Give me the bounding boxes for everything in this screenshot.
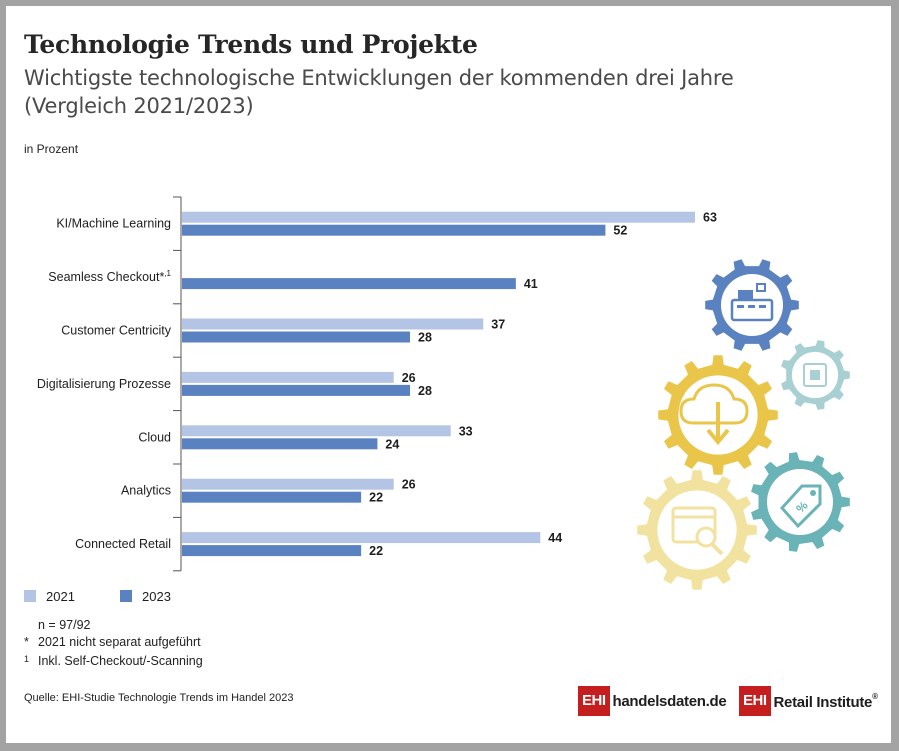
footnote-sample-size: n = 97/92 [38, 618, 91, 632]
cloud-download-icon [679, 383, 749, 425]
cash-register-key [748, 305, 755, 308]
price-tag-hole [810, 490, 816, 496]
legend-item-2023: 2023 [120, 589, 171, 604]
logo-retail-institute-text: Retail Institute® [773, 691, 878, 711]
bar-2023 [182, 278, 516, 290]
bar-2023 [182, 224, 606, 236]
bar-2023 [182, 438, 378, 450]
data-label-2021: 33 [459, 424, 473, 438]
bar-2023 [182, 491, 362, 503]
gear-teal: % [751, 452, 850, 552]
gear-teal-light [781, 340, 850, 410]
magnifier-handle [710, 542, 724, 556]
category-label: Customer Centricity [61, 324, 171, 338]
data-label-2021: 63 [703, 211, 717, 225]
bar-2021 [182, 211, 695, 223]
price-tag-icon [779, 484, 822, 529]
gear-blue [705, 259, 799, 351]
gear-pale-yellow [637, 470, 757, 590]
footnote-asterisk: * 2021 nicht separat aufgeführt [24, 635, 201, 649]
chart-title: Technologie Trends und Projekte [24, 30, 478, 59]
legend-swatch-2023 [120, 590, 132, 602]
cash-register-key [737, 305, 744, 308]
cash-register-icon [730, 298, 774, 322]
chart-subtitle: Wichtigste technologische Entwicklungen … [24, 66, 734, 118]
data-label-2023: 52 [613, 224, 627, 238]
data-label-2023: 28 [418, 331, 432, 345]
magnifier-lens [695, 526, 717, 548]
category-label: KI/Machine Learning [56, 217, 171, 231]
logo-retail-institute-mark: EHI [739, 686, 771, 716]
bar-2021 [182, 532, 541, 544]
unit-label: in Prozent [24, 142, 79, 156]
bar-2021 [182, 425, 451, 437]
category-label: Analytics [121, 484, 171, 498]
data-label-2021: 37 [491, 318, 505, 332]
legend-label-2023: 2023 [142, 589, 171, 604]
bar-2021 [182, 371, 394, 383]
bar-2023 [182, 384, 410, 396]
gear-yellow [658, 355, 778, 475]
data-label-2021: 26 [402, 371, 416, 385]
data-label-2021: 26 [402, 478, 416, 492]
gear-pale-yellow-hub [657, 490, 737, 570]
category-label: Digitalisierung Prozesse [37, 377, 171, 391]
data-label-2023: 22 [369, 544, 383, 558]
bar-2021 [182, 478, 394, 490]
legend-item-2021: 2021 [24, 589, 75, 604]
bar-2023 [182, 331, 410, 343]
data-label-2023: 28 [418, 384, 432, 398]
category-label: Cloud [138, 430, 171, 444]
data-label-2023: 24 [385, 437, 399, 451]
chip-core [810, 370, 820, 380]
logo-retail-institute: EHI Retail Institute® [739, 684, 878, 718]
data-label-2023: 22 [369, 491, 383, 505]
category-label: Connected Retail [75, 537, 171, 551]
cash-register-receipt [756, 283, 766, 292]
bar-2021 [182, 318, 484, 330]
logo-handelsdaten: EHI handelsdaten.de [578, 684, 727, 718]
data-label-2023: 41 [524, 277, 538, 291]
logo-handelsdaten-mark: EHI [578, 686, 610, 716]
cash-register-key [759, 305, 766, 308]
source-note: Quelle: EHI-Studie Technologie Trends im… [24, 692, 294, 704]
bar-2023 [182, 545, 362, 557]
cash-register-display [738, 290, 753, 299]
legend-label-2021: 2021 [46, 589, 75, 604]
chip-icon [803, 363, 827, 387]
download-arrow-head [706, 428, 730, 446]
logo-handelsdaten-text: handelsdaten.de [612, 692, 727, 710]
browser-search-icon [671, 506, 717, 544]
footnote-one: 1 Inkl. Self-Checkout/-Scanning [24, 654, 203, 668]
category-label: Seamless Checkout*,1 [48, 269, 171, 284]
legend-swatch-2021 [24, 590, 36, 602]
data-label-2021: 44 [548, 531, 562, 545]
footnotes: n = 97/92 * 2021 nicht separat aufgeführt… [24, 617, 203, 670]
